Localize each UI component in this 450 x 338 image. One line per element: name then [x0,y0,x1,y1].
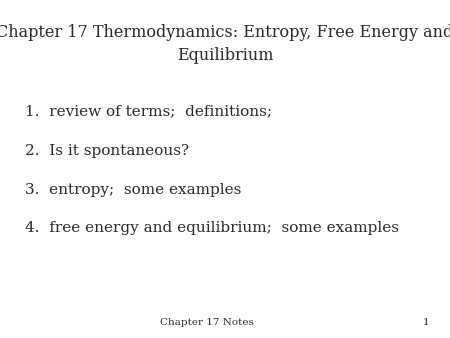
Text: Chapter 17 Notes: Chapter 17 Notes [160,318,254,327]
Text: 1.  review of terms;  definitions;: 1. review of terms; definitions; [25,105,272,119]
Text: Chapter 17 Thermodynamics: Entropy, Free Energy and
Equilibrium: Chapter 17 Thermodynamics: Entropy, Free… [0,24,450,64]
Text: 1: 1 [423,318,430,327]
Text: 2.  Is it spontaneous?: 2. Is it spontaneous? [25,144,189,158]
Text: 3.  entropy;  some examples: 3. entropy; some examples [25,183,241,196]
Text: 4.  free energy and equilibrium;  some examples: 4. free energy and equilibrium; some exa… [25,221,399,235]
